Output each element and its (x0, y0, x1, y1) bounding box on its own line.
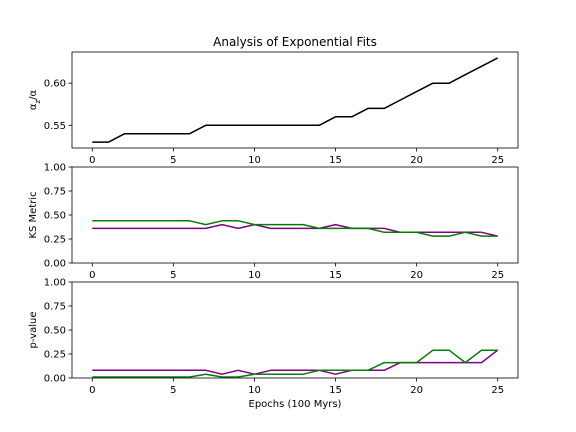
ks-metric-x-tick-label: 5 (170, 270, 176, 281)
chart-title: Analysis of Exponential Fits (213, 35, 377, 49)
ks-metric-series-2-line (92, 220, 498, 237)
alpha-ratio-x-tick-label: 0 (89, 155, 95, 166)
ks-metric-x-tick-label: 20 (410, 270, 423, 281)
ks-metric-y-axis-label: KS Metric (28, 191, 39, 238)
panel-p-value: 0 5 10 15 20 25 0.00 0.25 0.50 0.75 1.00 p-value (28, 278, 519, 396)
p-value-frame (71, 281, 519, 379)
alpha-ratio-x-tick-label: 10 (248, 155, 261, 166)
ks-metric-x-tick-label: 0 (89, 270, 95, 281)
p-value-y-tick-label: 1.00 (44, 278, 66, 289)
alpha-ratio-x-tick-label: 15 (329, 155, 342, 166)
p-value-y-tick-label: 0.25 (44, 350, 66, 361)
p-value-x-tick-label: 15 (329, 385, 342, 396)
ks-metric-y-tick-label: 1.00 (44, 163, 66, 174)
alpha-ratio-y-axis-label: αz/α (28, 89, 42, 110)
ks-metric-y-tick-label: 0.50 (44, 211, 66, 222)
p-value-x-tick-label: 25 (491, 385, 504, 396)
alpha-ratio-frame (71, 51, 519, 149)
ks-metric-y-tick-label: 0.25 (44, 235, 66, 246)
p-value-y-tick-label: 0.00 (44, 374, 66, 385)
p-value-x-tick-label: 10 (248, 385, 261, 396)
alpha-ratio-series-1-line (92, 57, 499, 143)
alpha-ratio-y-tick-label: 0.55 (44, 121, 66, 132)
p-value-y-axis-label: p-value (28, 311, 39, 348)
p-value-x-tick-label: 20 (410, 385, 423, 396)
ks-metric-series-1-line (92, 223, 498, 237)
p-value-x-tick-label: 0 (89, 385, 95, 396)
panel-ks-metric: 0 5 10 15 20 25 0.00 0.25 0.50 0.75 1.00 KS Metric (28, 163, 519, 281)
alpha-ratio-x-tick-label: 20 (410, 155, 423, 166)
p-value-x-tick-label: 5 (170, 385, 176, 396)
p-value-series-1-line (92, 349, 499, 375)
alpha-ratio-x-tick-label: 5 (170, 155, 176, 166)
ks-metric-frame (71, 166, 519, 264)
ks-metric-y-tick-label: 0.00 (44, 259, 66, 270)
p-value-series-2-line (92, 349, 498, 378)
ks-metric-y-tick-label: 0.75 (44, 187, 66, 198)
ks-metric-x-tick-label: 15 (329, 270, 342, 281)
ks-metric-x-tick-label: 25 (491, 270, 504, 281)
alpha-ratio-y-tick-label: 0.60 (44, 79, 66, 90)
p-value-y-tick-label: 0.75 (44, 302, 66, 313)
p-value-y-tick-label: 0.50 (44, 326, 66, 337)
ks-metric-x-tick-label: 10 (248, 270, 261, 281)
x-axis-label: Epochs (100 Myrs) (249, 399, 342, 410)
alpha-ratio-x-tick-label: 25 (491, 155, 504, 166)
